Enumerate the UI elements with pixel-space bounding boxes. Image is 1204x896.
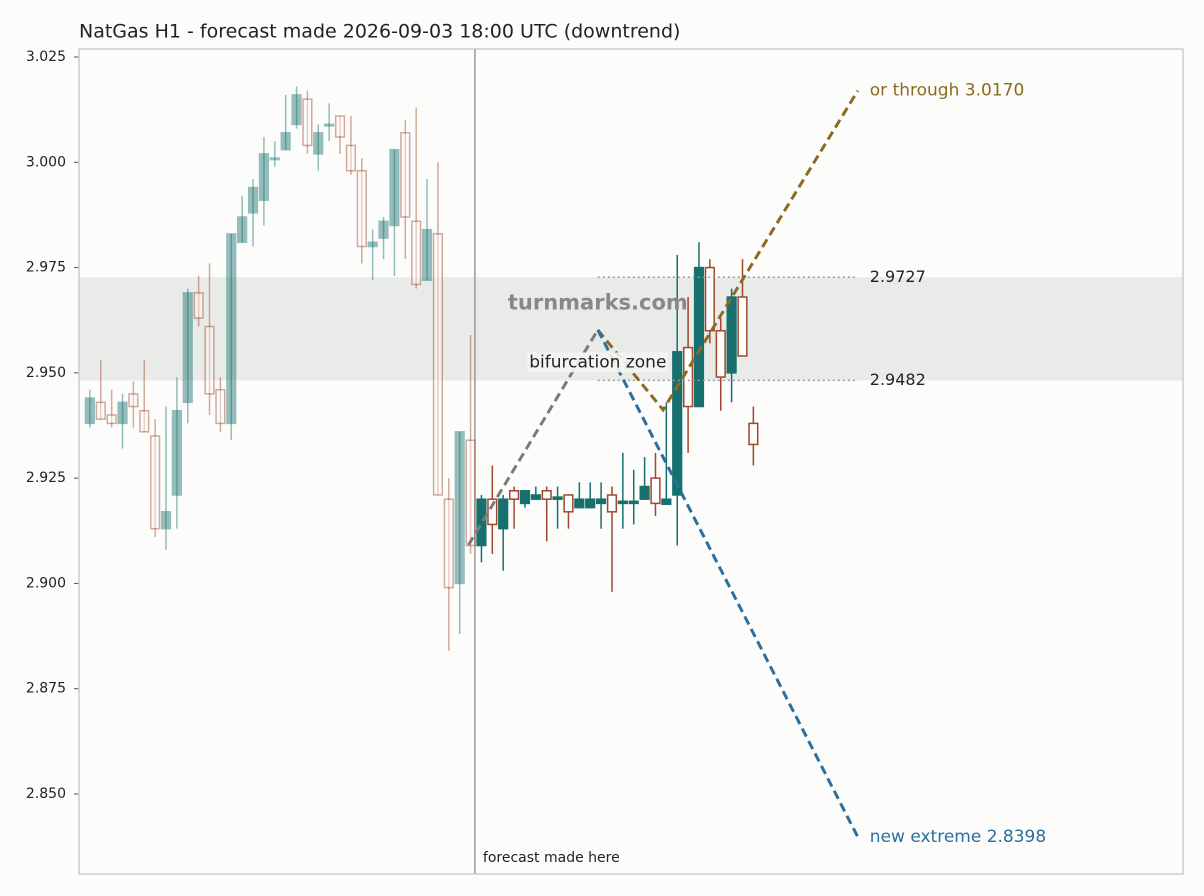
candle-body: [411, 220, 422, 286]
candle-body: [726, 296, 737, 374]
candle-body: [280, 132, 291, 151]
y-tick-label: 3.025: [26, 49, 66, 65]
candle-body: [356, 169, 367, 248]
candle-body: [367, 241, 378, 248]
candle-body: [291, 94, 302, 126]
candle-body: [661, 498, 672, 505]
candle-body: [258, 153, 270, 201]
candle-body: [193, 292, 204, 319]
plot-frame: [78, 48, 1184, 875]
zone-value-label: 2.9727: [870, 267, 926, 286]
candle-body: [715, 329, 726, 378]
candle-body: [683, 346, 694, 408]
candle-body: [639, 485, 650, 500]
candle-body: [748, 422, 759, 446]
candle-body: [139, 410, 150, 433]
candle-body: [150, 435, 161, 530]
candle-body: [324, 123, 335, 127]
candle-body: [606, 494, 618, 513]
y-tick-label: 3.000: [26, 154, 66, 170]
candle-body: [378, 220, 389, 239]
candle-body: [128, 393, 139, 408]
candle-body: [247, 186, 259, 214]
scenario-label: new extreme 2.8398: [870, 827, 1046, 847]
candle-body: [574, 498, 585, 509]
zone-label-bg: [527, 352, 669, 373]
candle-body: [226, 233, 237, 425]
candle-body: [628, 500, 639, 505]
candle-body: [302, 98, 313, 147]
y-tick-label: 2.875: [26, 681, 66, 697]
candle-body: [617, 500, 628, 505]
candle-body: [95, 401, 106, 420]
candle-body: [519, 490, 531, 505]
candle-body: [182, 292, 193, 404]
candle-body: [160, 511, 172, 530]
candle-body: [454, 431, 465, 585]
candle-body: [465, 439, 476, 547]
candle-body: [487, 498, 498, 526]
scenario-label: or through 3.0170: [870, 81, 1024, 101]
zone-value-label: 2.9482: [870, 370, 926, 389]
candle-body: [476, 498, 487, 547]
candle-body: [389, 148, 400, 227]
candle-body: [672, 351, 683, 496]
candle-body: [737, 296, 748, 357]
candle-body: [334, 115, 346, 138]
candle-body: [508, 490, 520, 500]
candle-body: [563, 494, 574, 513]
plot-area: 2.850 2.875 2.900 2.925 2.950 2.975 3.000 3.025…: [26, 48, 1184, 875]
y-tick-label: 2.900: [26, 575, 66, 591]
y-tick-label: 2.925: [26, 470, 66, 486]
candle-body: [171, 410, 182, 496]
candle-body: [498, 498, 509, 530]
y-tick-label: 2.975: [26, 260, 66, 276]
candle-body: [704, 266, 715, 332]
watermark: turnmarks.com: [508, 290, 688, 314]
candle-body: [595, 498, 607, 505]
y-tick-label: 2.950: [26, 365, 66, 381]
candle-body: [552, 496, 563, 500]
candle-body: [106, 414, 117, 425]
candle-body: [269, 157, 280, 161]
candle-body: [84, 397, 95, 425]
candle-body: [432, 233, 444, 496]
candle-body: [541, 490, 552, 500]
candle-body: [215, 388, 226, 425]
candle-body: [345, 144, 357, 172]
candle-body: [313, 132, 324, 155]
candle-body: [400, 132, 411, 218]
candle-body: [443, 498, 454, 589]
chart-title: NatGas H1 - forecast made 2026-09-03 18:…: [79, 21, 680, 43]
candle-body: [237, 216, 248, 244]
zone-label: bifurcation zone: [529, 352, 666, 372]
forecast-label: forecast made here: [483, 850, 620, 866]
candle-body: [530, 494, 541, 500]
candle-body: [585, 498, 596, 509]
candle-body: [421, 228, 433, 281]
y-tick-label: 2.850: [26, 786, 66, 802]
candle-body: [650, 477, 661, 505]
candle-body: [204, 325, 215, 395]
scenario-line: [596, 329, 860, 838]
candle-body: [693, 266, 705, 408]
candle-body: [117, 401, 128, 425]
